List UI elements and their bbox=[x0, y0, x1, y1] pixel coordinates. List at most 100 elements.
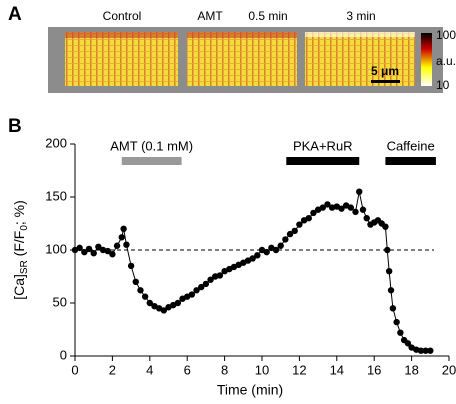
data-point bbox=[85, 245, 93, 253]
x-tick-label: 0 bbox=[71, 362, 78, 377]
y-tick-label: 150 bbox=[45, 188, 67, 203]
y-tick-label: 0 bbox=[60, 347, 67, 362]
data-point bbox=[81, 248, 88, 256]
data-point bbox=[277, 242, 284, 249]
data-point bbox=[109, 251, 116, 258]
data-point bbox=[216, 272, 224, 279]
data-point bbox=[146, 299, 153, 307]
data-point bbox=[296, 221, 303, 228]
data-point bbox=[282, 236, 289, 243]
y-label-part: ; %) bbox=[11, 200, 27, 225]
treatment-label: Caffeine bbox=[387, 138, 435, 153]
data-point bbox=[387, 287, 395, 294]
colorbar-label: 100 bbox=[436, 28, 456, 42]
image-edge bbox=[187, 32, 297, 38]
x-tick-label: 20 bbox=[442, 362, 456, 377]
data-point bbox=[188, 291, 196, 298]
data-point bbox=[249, 255, 256, 262]
data-point bbox=[95, 243, 102, 251]
x-tick-label: 14 bbox=[330, 362, 344, 377]
y-tick-label: 100 bbox=[45, 241, 67, 256]
data-point bbox=[352, 208, 359, 216]
data-point bbox=[132, 278, 139, 285]
image bbox=[305, 32, 415, 86]
data-point bbox=[90, 249, 97, 257]
image-edge bbox=[65, 32, 178, 38]
data-point bbox=[174, 299, 182, 307]
data-point bbox=[347, 204, 355, 211]
data-point bbox=[104, 247, 111, 255]
x-tick-label: 6 bbox=[184, 362, 191, 377]
data-point bbox=[76, 244, 83, 252]
data-point bbox=[127, 262, 135, 270]
y-axis-label: [Ca]SR (F/F0; %) bbox=[11, 200, 30, 300]
scale-bar-label: 5 μm bbox=[371, 64, 399, 78]
data-point bbox=[363, 215, 370, 222]
data-line bbox=[74, 191, 431, 352]
x-tick-label: 10 bbox=[255, 362, 269, 377]
data-point bbox=[338, 205, 345, 212]
data-point bbox=[404, 340, 412, 347]
x-tick-label: 8 bbox=[221, 362, 228, 377]
image-edge bbox=[305, 32, 415, 37]
data-point bbox=[305, 215, 312, 222]
y-tick-label: 50 bbox=[53, 294, 67, 309]
data-point bbox=[319, 204, 326, 211]
data-point bbox=[382, 223, 389, 230]
x-tick-label: 18 bbox=[404, 362, 418, 377]
y-tick-label: 200 bbox=[45, 135, 67, 150]
treatment-label: PKA+RuR bbox=[293, 138, 353, 153]
data-point bbox=[263, 248, 270, 256]
data-point bbox=[198, 283, 205, 291]
x-axis-label: Time (min) bbox=[217, 382, 283, 398]
data-point bbox=[272, 246, 280, 254]
image-label: 3 min bbox=[346, 9, 375, 23]
x-tick-label: 2 bbox=[109, 362, 116, 377]
image-label: AMT bbox=[197, 9, 223, 23]
data-point bbox=[193, 287, 200, 294]
treatment-label: AMT (0.1 mM) bbox=[110, 138, 193, 153]
data-point bbox=[417, 347, 425, 354]
data-point bbox=[113, 242, 121, 249]
panel-label: A bbox=[8, 4, 22, 25]
data-point bbox=[393, 318, 400, 326]
x-tick-label: 16 bbox=[367, 362, 381, 377]
scale-bar bbox=[371, 80, 400, 83]
x-tick-label: 12 bbox=[292, 362, 306, 377]
data-point bbox=[120, 225, 127, 232]
y-label-part: SR bbox=[19, 260, 30, 274]
image-label: 0.5 min bbox=[248, 9, 287, 23]
y-label-part: [Ca] bbox=[11, 274, 27, 300]
image-label: Control bbox=[103, 9, 142, 23]
data-point bbox=[141, 293, 149, 300]
colorbar bbox=[421, 33, 432, 86]
data-point bbox=[324, 201, 331, 208]
data-point bbox=[202, 280, 210, 288]
data-point bbox=[422, 347, 429, 354]
treatment-bar bbox=[385, 157, 436, 165]
data-point bbox=[359, 206, 367, 213]
data-point bbox=[397, 329, 404, 336]
data-point bbox=[286, 230, 294, 238]
x-tick-label: 4 bbox=[146, 362, 153, 377]
panel-label: B bbox=[8, 116, 22, 137]
data-point bbox=[385, 268, 393, 275]
data-point bbox=[137, 287, 144, 294]
data-point bbox=[291, 227, 298, 235]
data-point bbox=[389, 305, 397, 312]
data-point bbox=[310, 209, 317, 217]
data-point bbox=[427, 347, 434, 354]
data-point bbox=[207, 276, 214, 283]
image bbox=[187, 32, 297, 86]
data-point bbox=[254, 252, 261, 259]
image bbox=[65, 32, 178, 86]
y-label-part: (F/F bbox=[11, 231, 27, 261]
y-label-part: 0 bbox=[19, 225, 30, 231]
treatment-bar bbox=[121, 157, 182, 165]
treatment-bar bbox=[286, 157, 360, 165]
data-point bbox=[356, 188, 363, 195]
data-point bbox=[123, 241, 130, 248]
data-point bbox=[118, 234, 125, 241]
data-point bbox=[384, 246, 391, 254]
